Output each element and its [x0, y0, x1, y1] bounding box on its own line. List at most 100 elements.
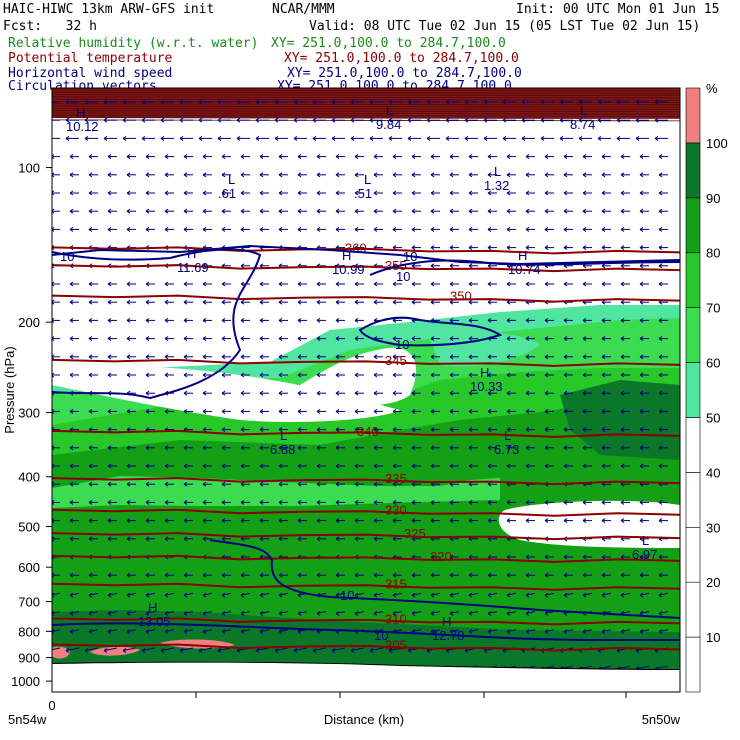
wind-vector-head: [468, 518, 473, 522]
wind-vector-head: [388, 135, 393, 139]
wind-vector-head: [107, 594, 112, 598]
wind-vector: [411, 629, 422, 633]
wind-vector-head: [278, 447, 283, 451]
wind-vector-head: [221, 245, 226, 249]
wind-vector-head: [582, 317, 587, 321]
wind-vector: [487, 611, 498, 614]
wind-vector-head: [316, 336, 321, 340]
wind-vector-head: [240, 317, 245, 321]
wind-vector-head: [601, 429, 606, 433]
wind-vector-head: [658, 518, 663, 522]
wind-vector-head: [487, 317, 492, 321]
colorbar-tick-label: 40: [706, 465, 720, 480]
y-tick-label: 1000: [11, 674, 40, 689]
wind-vector-head: [335, 592, 340, 596]
wind-vector-head: [468, 390, 473, 394]
wind-vector-head: [259, 354, 264, 358]
wind-vector-head: [69, 427, 74, 431]
wind-vector-head: [468, 338, 473, 342]
wind-vector-head: [202, 210, 207, 214]
wind-vector-head: [654, 99, 659, 103]
wind-vector-head: [240, 554, 245, 558]
extremum-kind: H: [480, 365, 489, 380]
wind-vector-head: [240, 374, 245, 378]
wind-vector-head: [392, 427, 397, 431]
wind-vector-head: [221, 172, 226, 176]
wind-vector-head: [183, 447, 188, 451]
wind-vector-head: [145, 629, 150, 633]
wind-vector-head: [354, 283, 359, 287]
wind-vector-head: [297, 610, 302, 614]
wind-vector-head: [69, 520, 74, 524]
wind-vector-head: [411, 301, 416, 305]
wind-vector-head: [373, 501, 378, 505]
wind-vector-head: [297, 299, 302, 303]
wind-vector: [65, 647, 80, 652]
wind-vector-head: [449, 208, 454, 212]
wind-vector-head: [202, 392, 207, 396]
wind-vector-head: [582, 445, 587, 449]
wind-vector: [198, 647, 213, 652]
wind-vector-head: [388, 137, 393, 141]
wind-vector-head: [544, 174, 549, 178]
wind-vector-head: [468, 572, 473, 576]
wind-vector-head: [601, 172, 606, 176]
extremum-value: .51: [354, 186, 372, 201]
wind-vector-head: [293, 101, 298, 105]
wind-vector-head: [354, 301, 359, 305]
wind-vector-head: [639, 372, 644, 376]
wind-vector-head: [388, 648, 393, 652]
wind-vector-head: [141, 135, 146, 139]
wind-vector-head: [335, 319, 340, 323]
wind-vector-head: [563, 354, 568, 358]
wind-vector-head: [183, 629, 188, 633]
rh-100-patch-mid: [90, 646, 140, 656]
wind-vector-head: [487, 226, 492, 230]
wind-vector-head: [464, 135, 469, 139]
wind-vector-head: [639, 592, 644, 596]
wind-vector-head: [392, 445, 397, 449]
wind-vector-head: [525, 574, 530, 578]
wind-vector-head: [69, 556, 74, 560]
wind-vector-head: [392, 408, 397, 412]
wind-vector-head: [487, 610, 492, 614]
wind-vector-head: [563, 174, 568, 178]
wind-vector-head: [544, 354, 549, 358]
wind-vector-head: [449, 410, 454, 414]
wind-vector-head: [69, 156, 74, 160]
wind-vector: [145, 592, 156, 596]
wind-vector: [183, 592, 194, 596]
wind-vector-head: [392, 226, 397, 230]
wind-vector-head: [430, 390, 435, 394]
wind-vector-head: [373, 536, 378, 540]
wind-vector-head: [506, 281, 511, 285]
wind-vector-head: [468, 265, 473, 269]
wind-vector-head: [69, 410, 74, 414]
wind-vector-head: [639, 574, 644, 578]
wind-vector-head: [316, 520, 321, 524]
wind-vector-head: [582, 245, 587, 249]
wind-vector-head: [164, 356, 169, 360]
wind-vector-head: [620, 390, 625, 394]
wind-vector-head: [658, 447, 663, 451]
wind-vector-head: [392, 263, 397, 267]
wind-vector-head: [392, 594, 397, 598]
wind-vector-head: [47, 136, 50, 138]
theta-contour-label: 330: [385, 503, 407, 518]
wind-vector-head: [240, 631, 245, 635]
wind-vector-head: [240, 283, 245, 287]
wind-vector-head: [126, 356, 131, 360]
wind-vector-head: [47, 651, 50, 653]
wind-vector-head: [502, 119, 507, 123]
wind-vector-head: [487, 392, 492, 396]
wind-vector-head: [126, 226, 131, 230]
wind-vector-head: [430, 629, 435, 633]
wind-vector-head: [525, 556, 530, 560]
wind-vector-head: [160, 101, 165, 105]
wind-vector-head: [544, 374, 549, 378]
wind-vector-head: [274, 650, 279, 654]
wind-vector-head: [202, 208, 207, 212]
wind-vector-head: [468, 447, 473, 451]
wind-vector-head: [411, 629, 416, 633]
wind-vector-head: [240, 263, 245, 267]
